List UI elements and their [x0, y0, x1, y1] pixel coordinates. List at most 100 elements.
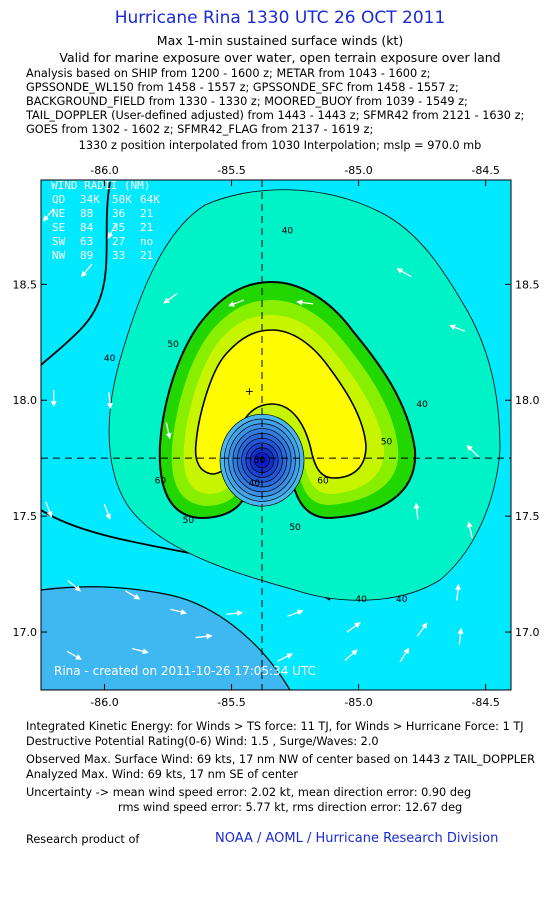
wind-radii-header-0: QD [52, 193, 65, 206]
contour-label-8: 50 [183, 516, 195, 526]
wind-radii-cell-1-3: 21 [140, 207, 153, 220]
wind-vector-11 [165, 422, 172, 440]
x-tick-label-bottom-2: -85.0 [344, 696, 372, 709]
position-note: 1330 z position interpolated from 1030 I… [78, 139, 482, 152]
y-tick-label-left-1: 17.5 [13, 510, 38, 523]
y-tick-label-left-3: 18.5 [13, 278, 38, 291]
contour-label-9: 50 [289, 523, 301, 533]
uncertainty-line-1: Uncertainty -> mean wind speed error: 2.… [26, 786, 472, 799]
analyzed-max-line: Analyzed Max. Wind: 69 kts, 17 nm SE of … [26, 768, 299, 781]
wind-vector-14 [413, 502, 420, 520]
wind-radii-header-1: 34K [80, 193, 100, 206]
dpr-line: Destructive Potential Rating(0-6) Wind: … [26, 735, 379, 748]
wind-radii-cell-1-0: NE [52, 207, 65, 220]
wind-radii-cell-2-0: SE [52, 221, 65, 234]
wind-vector-29 [399, 647, 410, 663]
y-tick-label-right-0: 17.0 [515, 626, 540, 639]
wind-vector-18 [170, 608, 187, 615]
contour-label-5: 40 [396, 595, 408, 605]
analysis-line-1: Analysis based on SHIP from 1200 - 1600 … [26, 67, 431, 80]
contour-label-6: 50 [167, 340, 179, 350]
analysis-line-3: BACKGROUND_FIELD from 1330 - 1330 z; MOO… [26, 95, 468, 108]
contour-20-line-nw [41, 181, 111, 366]
wind-vector-23 [454, 583, 461, 601]
x-tick-label-top-3: -84.5 [471, 164, 499, 177]
wind-vector-1 [107, 223, 117, 239]
analysis-line-2: GPSSONDE_WL150 from 1458 - 1557 z; GPSSO… [26, 81, 459, 94]
wind-vector-30 [457, 627, 464, 645]
y-tick-label-left-0: 17.0 [13, 626, 38, 639]
chart-title: Hurricane Rina 1330 UTC 26 OCT 2011 [114, 8, 446, 28]
x-tick-label-top-2: -85.0 [344, 164, 372, 177]
y-tick-label-left-2: 18.0 [13, 394, 38, 407]
x-tick-label-bottom-1: -85.5 [217, 696, 245, 709]
observed-max-line: Observed Max. Surface Wind: 69 kts, 17 n… [26, 753, 535, 766]
x-tick-label-top-0: -86.0 [90, 164, 118, 177]
wind-vector-12 [45, 501, 53, 518]
contour-label-10: 60 [155, 477, 167, 487]
noaa-aoml-link[interactable]: NOAA / AOML / Hurricane Research Divisio… [215, 831, 499, 846]
y-tick-label-right-1: 17.5 [515, 510, 540, 523]
wind-vector-4 [228, 299, 245, 307]
wind-radii-cell-1-1: 88 [80, 207, 93, 220]
x-tick-label-bottom-0: -86.0 [90, 696, 118, 709]
contour-label-11: 60 [317, 477, 329, 487]
research-label: Research product of [26, 833, 140, 846]
wind-vector-17 [125, 590, 141, 600]
contour-label-3: 40 [249, 479, 261, 489]
wind-radii-cell-3-1: 63 [80, 235, 93, 248]
wind-vector-8 [466, 444, 480, 458]
y-tick-label-right-3: 18.5 [515, 278, 540, 291]
valid-note: Valid for marine exposure over water, op… [59, 50, 501, 65]
wind-vector-10 [106, 392, 113, 410]
wind-radii-cell-3-0: SW [52, 235, 66, 248]
wind-vector-27 [277, 653, 293, 662]
wind-radii-cell-4-2: 33 [112, 249, 125, 262]
analysis-line-4: TAIL_DOPPLER (User-defined adjusted) fro… [26, 109, 525, 122]
contour-label-7: 50 [381, 437, 393, 447]
creation-watermark: Rina - created on 2011-10-26 17:05:34 UT… [54, 664, 316, 678]
wind-radii-cell-3-3: no [140, 235, 153, 248]
uncertainty-line-2: rms wind speed error: 5.77 kt, rms direc… [118, 801, 463, 814]
wind-vector-16 [67, 580, 81, 592]
wind-vector-5 [296, 299, 314, 306]
max-wind-marker: + [245, 385, 254, 398]
wind-vector-13 [103, 503, 111, 520]
chart-subtitle: Max 1-min sustained surface winds (kt) [156, 33, 404, 48]
wind-vector-2 [80, 263, 93, 278]
x-tick-label-top-1: -85.5 [217, 164, 245, 177]
wind-vector-24 [66, 650, 82, 660]
wind-radii-header-3: 64K [140, 193, 160, 206]
contour-65-region [194, 329, 367, 479]
wind-radii-cell-3-2: 27 [112, 235, 125, 248]
wind-radii-table: WIND RADII (NM) QD 34K 50K 64K NE 88 36 21 SE 84 3… [51, 179, 160, 262]
wind-vector-19 [226, 610, 244, 617]
contour-label-0: 40 [282, 226, 294, 236]
wind-vector-22 [416, 622, 428, 637]
wind-radii-cell-2-3: 21 [140, 221, 153, 234]
ike-line: Integrated Kinetic Energy: for Winds > T… [26, 720, 524, 733]
wind-vector-6 [396, 268, 412, 278]
wind-vectors [42, 208, 480, 663]
contour-label-2: 40 [416, 400, 428, 410]
axes: -86.0 -86.0 -85.5 -85.5 -85.0 -85.0 -84.5 -84.5… [13, 164, 540, 709]
contour-labels: 40 40 40 40 40 40 50 50 50 50 60 60 50 [104, 226, 428, 605]
analysis-line-5: GOES from 1302 - 1602 z; SFMR42_FLAG fro… [26, 123, 374, 136]
y-tick-label-right-2: 18.0 [515, 394, 540, 407]
wind-radii-title: WIND RADII (NM) [51, 179, 150, 192]
wind-vector-26 [195, 633, 213, 640]
wind-radii-header-2: 50K [112, 193, 132, 206]
wind-vector-7 [449, 324, 466, 332]
center-crosshair [41, 180, 511, 690]
wind-vector-20 [287, 609, 304, 617]
contour-label-4: 40 [355, 595, 367, 605]
wind-radii-cell-4-3: 21 [140, 249, 153, 262]
wind-vector-25 [132, 648, 149, 655]
wind-radii-cell-2-1: 84 [80, 221, 94, 234]
plot-frame [40, 179, 512, 691]
contour-label-12: 50 [254, 456, 266, 466]
wind-vector-21 [346, 622, 361, 633]
wind-radii-cell-2-2: 35 [112, 221, 125, 234]
wind-vector-0 [42, 208, 55, 222]
x-tick-label-bottom-3: -84.5 [471, 696, 499, 709]
